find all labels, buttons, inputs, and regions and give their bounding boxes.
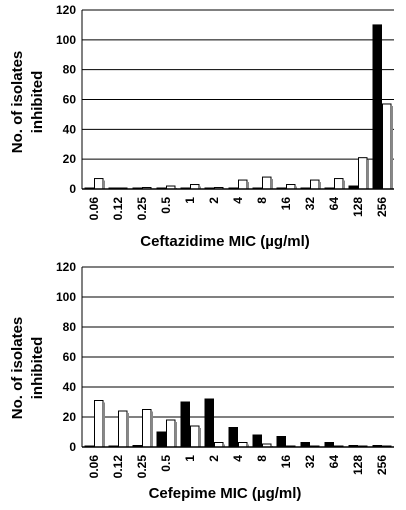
x-tick-label: 0.06: [87, 197, 101, 221]
bar-shadow: [367, 159, 369, 189]
x-tick-label: 0.12: [111, 197, 125, 221]
y-tick-label: 40: [63, 122, 77, 136]
bar-shadow: [247, 444, 249, 447]
y-tick-label: 120: [56, 3, 76, 17]
bar: [252, 434, 262, 448]
y-axis-label: No. of isolates inhibited: [9, 51, 46, 154]
bar: [358, 157, 368, 190]
y-tick-label: 80: [63, 320, 77, 334]
y-tick-label: 20: [63, 410, 77, 424]
x-tick-label: 2: [207, 197, 221, 204]
x-tick-label: 64: [327, 197, 341, 211]
bar-shadow: [127, 413, 129, 447]
bar: [276, 436, 286, 448]
bar-shadow: [295, 186, 297, 189]
y-tick-label: 80: [63, 63, 77, 77]
x-axis-label: Cefepime MIC (µg/ml): [149, 485, 302, 502]
bar-shadow: [391, 105, 393, 189]
bar: [94, 178, 104, 190]
bar: [228, 427, 238, 448]
x-tick-label: 1: [183, 455, 197, 462]
x-tick-label: 1: [183, 197, 197, 204]
x-tick-label: 0.5: [159, 197, 173, 214]
y-tick-label: 0: [69, 440, 76, 454]
bar: [156, 431, 166, 448]
bar: [372, 24, 382, 190]
x-tick-label: 4: [231, 197, 245, 204]
x-axis-label: Ceftazidime MIC (µg/ml): [140, 233, 309, 250]
x-tick-label: 0.25: [135, 197, 149, 221]
bar-shadow: [343, 180, 345, 189]
bar: [382, 103, 392, 190]
x-tick-label: 8: [255, 455, 269, 462]
bar-shadow: [247, 182, 249, 189]
bar: [118, 410, 128, 448]
bar: [180, 401, 190, 448]
y-tick-label: 40: [63, 380, 77, 394]
y-tick-label: 60: [63, 350, 77, 364]
bar-shadow: [175, 422, 177, 447]
x-tick-label: 2: [207, 455, 221, 462]
x-tick-label: 64: [327, 455, 341, 469]
bar: [190, 425, 200, 448]
x-tick-label: 32: [303, 197, 317, 211]
chart-cefepime: No. of isolates inhibited 02040608010012…: [9, 260, 394, 502]
chart-ceftazidime: No. of isolates inhibited 02040608010012…: [9, 3, 394, 250]
x-tick-label: 0.5: [159, 455, 173, 472]
bar-shadow: [151, 411, 153, 447]
x-tick-label: 128: [351, 197, 365, 217]
y-tick-label: 20: [63, 152, 77, 166]
y-axis-label-line-1: No. of isolates: [9, 317, 26, 420]
y-axis-label-line-2: inhibited: [29, 71, 46, 134]
bar-shadow: [103, 180, 105, 189]
bar-shadow: [319, 182, 321, 189]
x-tick-label: 32: [303, 455, 317, 469]
x-tick-label: 16: [279, 455, 293, 469]
bar: [142, 409, 152, 448]
y-axis-label: No. of isolates inhibited: [9, 317, 46, 420]
bar-shadow: [103, 402, 105, 447]
bar: [94, 400, 104, 448]
x-tick-label: 16: [279, 197, 293, 211]
bar-shadow: [199, 428, 201, 447]
x-tick-label: 8: [255, 197, 269, 204]
bar-shadow: [223, 444, 225, 447]
y-axis-label-line-2: inhibited: [29, 337, 46, 400]
x-tick-label: 256: [375, 197, 389, 217]
x-tick-label: 0.12: [111, 455, 125, 479]
y-tick-label: 100: [56, 290, 76, 304]
x-tick-label: 4: [231, 455, 245, 462]
y-tick-label: 60: [63, 93, 77, 107]
plot-area: 0 20 40 60 80 100 120 0.06 0.12 0.25 0.5 1 2 4 8 16 32 64…: [56, 3, 394, 220]
bar: [166, 419, 176, 448]
x-tick-label: 256: [375, 455, 389, 475]
y-tick-label: 0: [69, 182, 76, 196]
y-axis-label-line-1: No. of isolates: [9, 51, 26, 154]
bar-shadow: [199, 186, 201, 189]
y-tick-label: 120: [56, 260, 76, 274]
bar: [334, 178, 344, 190]
bar: [204, 398, 214, 448]
plot-area: 0 20 40 60 80 100 120 0.06 0.12 0.25 0.5 1 2 4 8 16 32 64…: [56, 260, 394, 478]
x-tick-label: 0.06: [87, 455, 101, 479]
bar: [310, 179, 320, 190]
y-tick-label: 100: [56, 33, 76, 47]
bar-shadow: [271, 179, 273, 189]
x-tick-label: 0.25: [135, 455, 149, 479]
bar: [262, 176, 272, 190]
x-tick-label: 128: [351, 455, 365, 475]
bar: [238, 179, 248, 190]
